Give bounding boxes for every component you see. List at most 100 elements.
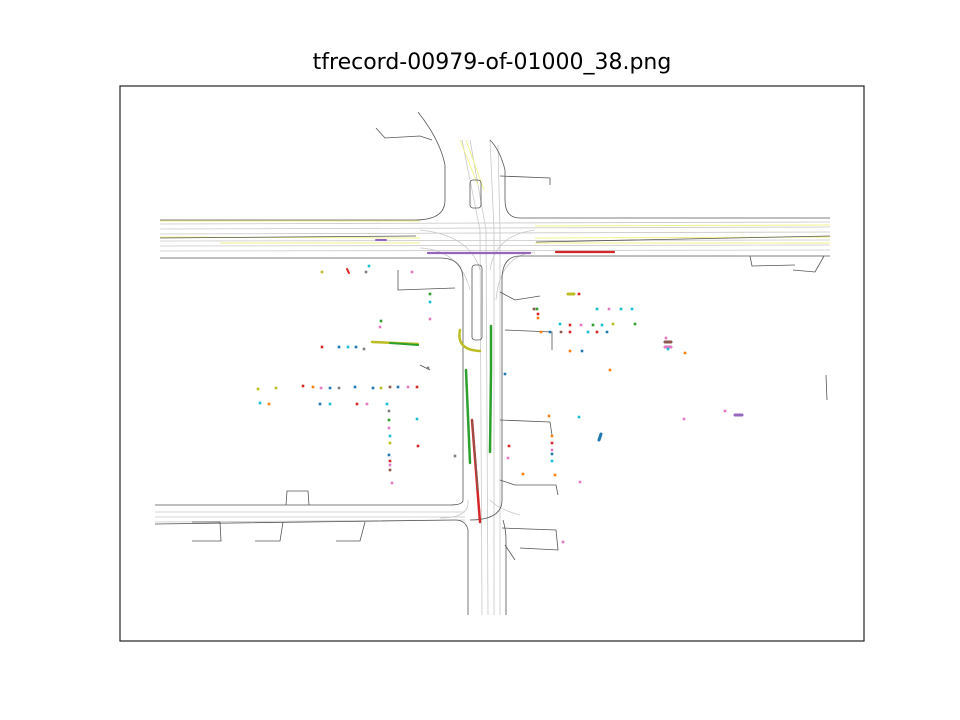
agent-marker <box>595 330 599 334</box>
agent-marker <box>410 270 414 274</box>
agent-marker <box>362 347 366 351</box>
agent-marker <box>579 323 583 327</box>
agent-marker <box>605 330 609 334</box>
agent-marker <box>328 402 332 406</box>
agent-marker <box>416 444 420 448</box>
agent-marker <box>428 300 432 304</box>
agent-marker <box>550 459 554 463</box>
agent-marker <box>586 330 590 334</box>
agent-marker <box>415 385 419 389</box>
agent-marker <box>367 264 371 268</box>
agent-marker <box>536 316 540 320</box>
agent-marker <box>371 386 375 390</box>
agent-marker <box>301 384 305 388</box>
agent-marker <box>664 336 668 340</box>
agent-marker <box>550 441 554 445</box>
agent-marker <box>539 330 543 334</box>
agent-marker <box>611 322 615 326</box>
agent-marker <box>319 386 323 390</box>
agent-points <box>256 264 727 544</box>
agent-marker <box>453 454 457 458</box>
agent-marker <box>568 349 572 353</box>
agent-marker <box>619 307 623 311</box>
agent-marker <box>406 385 410 389</box>
agent-marker <box>578 480 582 484</box>
plot-frame <box>119 85 865 642</box>
agent-marker <box>385 402 389 406</box>
lane-centerlines <box>154 139 831 616</box>
agent-marker <box>600 323 604 327</box>
agent-marker <box>428 317 432 321</box>
agent-marker <box>388 385 392 389</box>
agent-marker <box>318 402 322 406</box>
agent-marker <box>320 345 324 349</box>
agent-marker <box>506 456 510 460</box>
agent-marker <box>580 349 584 353</box>
agent-marker <box>577 415 581 419</box>
agent-marker <box>387 453 391 457</box>
agent-marker <box>328 386 332 390</box>
agent-marker <box>608 368 612 372</box>
yellow-lane-lines <box>159 139 831 244</box>
agent-marker <box>353 385 357 389</box>
agent-marker <box>521 472 525 476</box>
agent-marker <box>607 307 611 311</box>
agent-marker <box>547 414 551 418</box>
agent-marker <box>320 270 324 274</box>
agent-marker <box>723 409 727 413</box>
agent-marker <box>378 325 382 329</box>
agent-marker <box>346 345 350 349</box>
agent-marker <box>354 345 358 349</box>
agent-marker <box>388 434 392 438</box>
agent-marker <box>561 540 565 544</box>
agent-marker <box>396 385 400 389</box>
agent-marker <box>388 463 392 467</box>
agent-marker <box>536 312 540 316</box>
agent-marker <box>387 409 391 413</box>
agent-marker <box>256 387 260 391</box>
agent-marker <box>591 323 595 327</box>
agent-marker <box>379 319 383 323</box>
road-edges <box>154 111 831 615</box>
agent-marker <box>379 386 383 390</box>
agent-marker <box>683 351 687 355</box>
figure-title: tfrecord-00979-of-01000_38.png <box>312 50 672 75</box>
agent-marker <box>568 330 572 334</box>
agent-marker <box>365 402 369 406</box>
agent-marker <box>630 307 634 311</box>
agent-marker <box>428 292 432 296</box>
agent-marker <box>568 323 572 327</box>
agent-marker <box>337 386 341 390</box>
agent-marker <box>503 372 507 376</box>
agent-marker <box>390 481 394 485</box>
agent-marker <box>548 330 552 334</box>
agent-marker <box>550 452 554 456</box>
agent-marker <box>258 401 262 405</box>
agent-marker <box>558 322 562 326</box>
agent-marker <box>666 347 670 351</box>
agent-marker <box>532 307 536 311</box>
agent-marker <box>559 330 563 334</box>
agent-marker <box>426 366 430 370</box>
agent-marker <box>633 322 637 326</box>
agent-marker <box>387 426 391 430</box>
agent-marker <box>267 402 271 406</box>
agent-marker <box>595 307 599 311</box>
agent-marker <box>550 434 554 438</box>
agent-marker <box>388 441 392 445</box>
agent-marker <box>682 417 686 421</box>
agent-marker <box>415 417 419 421</box>
agent-marker <box>388 468 392 472</box>
agent-marker <box>274 386 278 390</box>
agent-tracks <box>346 239 744 524</box>
agent-marker <box>535 307 539 311</box>
agent-marker <box>355 402 359 406</box>
agent-marker <box>388 459 392 463</box>
agent-marker <box>387 418 391 422</box>
agent-marker <box>553 473 557 477</box>
agent-marker <box>364 270 368 274</box>
agent-marker <box>577 292 581 296</box>
agent-marker <box>337 345 341 349</box>
agent-marker <box>550 448 554 452</box>
